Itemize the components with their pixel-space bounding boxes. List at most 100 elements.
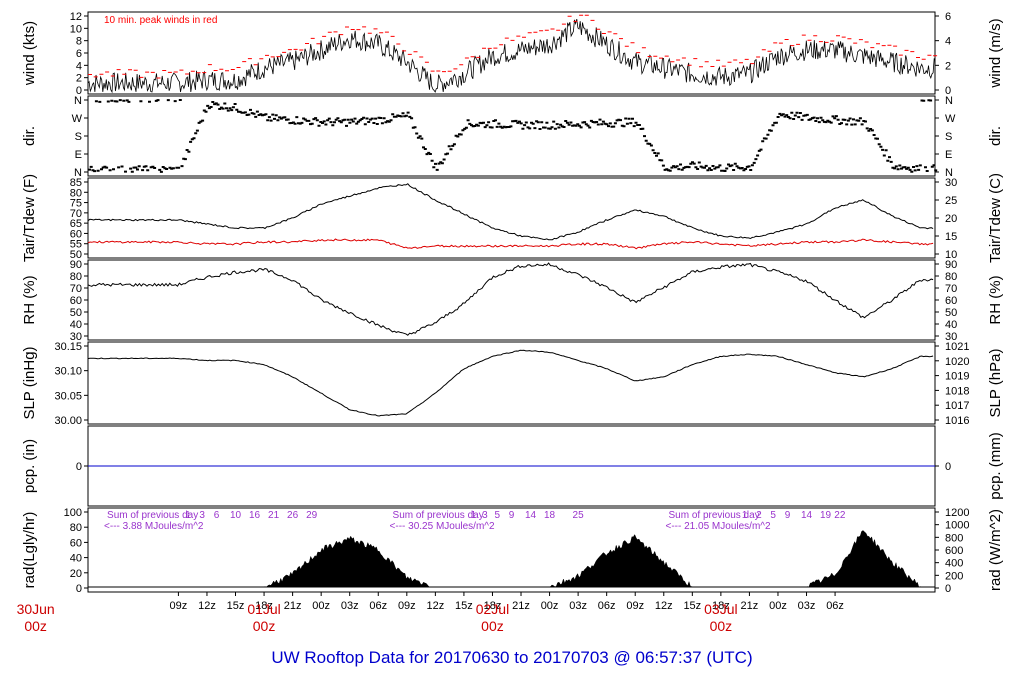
rad-hour-mark-4: 16 [249,510,261,521]
dir-tick-right: N [945,95,953,107]
ytick-left-6: 20 [70,568,82,580]
ytick-left-6: 100 [64,507,82,519]
rad-hour-mark-16: 2 [756,510,762,521]
rad-hour-mark-17: 5 [770,510,776,521]
ylabel-right-0: wind (m/s) [987,18,1004,88]
ytick-right-4: 1018 [945,385,969,397]
dir-tick-right: W [945,113,956,125]
xtick-label-13: 00z [541,600,559,612]
xtick-label-18: 15z [683,600,701,612]
xtick-label-19: 18z [712,600,730,612]
ytick-right-3: 40 [945,319,957,331]
ytick-right-0: 0 [945,85,951,97]
ytick-right-4: 1019 [945,371,969,383]
ylabel-left-0: wind (kts) [21,21,38,86]
xtick-label-20: 21z [741,600,759,612]
rad-hour-mark-21: 22 [834,510,846,521]
ytick-left-0: 4 [76,60,82,72]
ytick-left-2: 65 [70,218,82,230]
ytick-right-4: 1020 [945,356,969,368]
day-label-3: 03Jul [704,601,737,617]
xtick-label-16: 09z [626,600,644,612]
xtick-label-12: 21z [512,600,530,612]
xtick-label-3: 18z [255,600,273,612]
rad-note-line1-2: Sum of previous day [669,510,760,521]
day-label-1: 01Jul [247,601,280,617]
ylabel-left-5: pcp. (in) [21,439,38,493]
ytick-right-3: 80 [945,271,957,283]
ytick-left-3: 60 [70,295,82,307]
ytick-right-6: 200 [945,570,963,582]
ytick-right-3: 60 [945,295,957,307]
wind-peak-series [88,14,938,79]
ylabel-right-1: dir. [987,126,1004,146]
ytick-left-2: 50 [70,249,82,261]
ylabel-left-1: dir. [21,126,38,146]
ytick-left-2: 80 [70,187,82,199]
ytick-left-3: 40 [70,319,82,331]
xtick-label-22: 03z [798,600,816,612]
tdew-series [87,238,934,250]
ylabel-right-4: SLP (hPa) [987,349,1004,418]
ytick-right-3: 90 [945,259,957,271]
rad-hour-mark-20: 19 [820,510,832,521]
slp-series [87,349,934,417]
ytick-left-3: 70 [70,283,82,295]
ytick-left-3: 50 [70,307,82,319]
ylabel-left-4: SLP (inHg) [21,346,38,419]
panel-frame-4 [87,341,936,425]
xtick-label-14: 03z [569,600,587,612]
rad-hour-mark-19: 14 [801,510,813,521]
xtick-label-17: 12z [655,600,673,612]
day-hour-label-3: 00z [710,618,733,634]
xtick-label-5: 00z [312,600,330,612]
rad-hour-mark-2: 6 [214,510,220,521]
xtick-label-21: 00z [769,600,787,612]
ytick-right-4: 1016 [945,415,969,427]
day-hour-label-0: 00z [24,618,47,634]
xtick-label-23: 06z [826,600,844,612]
xtick-label-9: 12z [426,600,444,612]
ytick-left-4: 30.05 [54,390,82,402]
day-label-2: 02Jul [476,601,509,617]
xtick-label-10: 15z [455,600,473,612]
rad-note-line1-1: Sum of previous day [393,510,484,521]
ytick-left-5: 0 [76,461,82,473]
rad-hour-mark-14: 25 [573,510,585,521]
ytick-right-3: 70 [945,283,957,295]
rad-note-line2-2: <--- 21.05 MJoules/m^2 [666,521,771,532]
dir-tick-left: N [74,167,82,179]
ytick-left-2: 70 [70,208,82,220]
page-title: UW Rooftop Data for 20170630 to 20170703… [271,648,753,667]
ylabel-right-5: pcp. (mm) [987,432,1004,500]
rad-note-line2-1: <--- 30.25 MJoules/m^2 [390,521,495,532]
dir-series [88,99,938,173]
ytick-right-4: 1017 [945,400,969,412]
ylabel-right-6: rad (W/m^2) [987,509,1004,591]
ytick-left-3: 30 [70,331,82,343]
rh-series [87,262,934,336]
ytick-right-2: 15 [945,231,957,243]
ytick-left-2: 85 [70,177,82,189]
ytick-right-2: 20 [945,213,957,225]
day-hour-label-2: 00z [481,618,504,634]
ylabel-left-6: rad(Lgly/hr) [21,512,38,589]
ytick-right-6: 1000 [945,520,969,532]
xtick-label-8: 09z [398,600,416,612]
rad-hour-mark-13: 18 [544,510,556,521]
rad-hour-mark-12: 14 [525,510,537,521]
ytick-left-0: 2 [76,73,82,85]
xtick-label-2: 15z [227,600,245,612]
dir-tick-right: N [945,167,953,179]
rad-hour-mark-10: 5 [494,510,500,521]
rad-hour-mark-11: 9 [509,510,515,521]
ytick-right-2: 30 [945,177,957,189]
dir-tick-right: E [945,149,952,161]
dir-tick-left: S [75,131,82,143]
ytick-right-5: 0 [945,461,951,473]
xtick-label-15: 06z [598,600,616,612]
dir-tick-left: N [74,95,82,107]
ytick-left-0: 12 [70,11,82,23]
xtick-label-1: 12z [198,600,216,612]
